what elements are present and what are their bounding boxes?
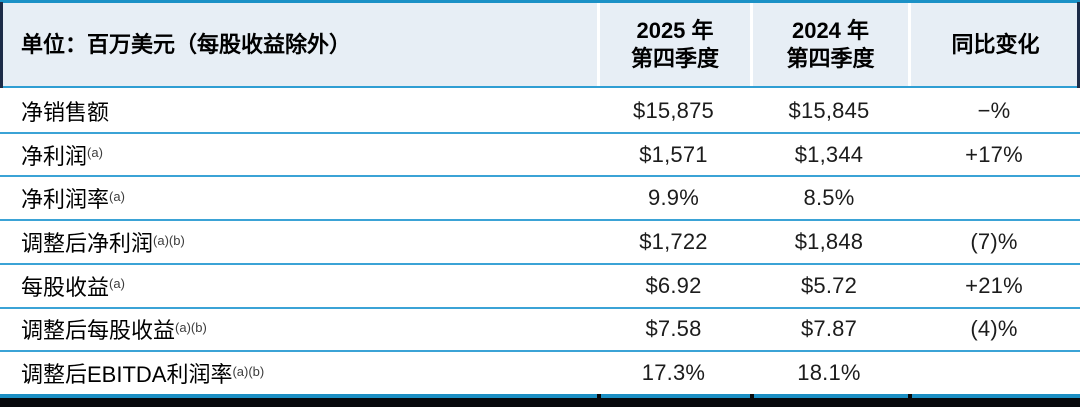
value-q4-2025: $1,722 xyxy=(639,229,708,255)
row-label: 净销售额 xyxy=(0,90,597,132)
footnote-marker: (a)(b) xyxy=(153,232,185,248)
bottom-rule-segment xyxy=(908,394,1080,398)
value-q4-2024: $1,344 xyxy=(794,141,864,167)
row-label-text: 每股收益 xyxy=(21,274,110,300)
column-header-q4-2025: 2025 年 第四季度 xyxy=(597,3,750,86)
table-row-net-income: 净利润 (a) $1,571 $1,344 +17% xyxy=(0,133,1080,178)
value-yoy-change: −% xyxy=(977,97,1011,123)
value-q4-2024: $7.87 xyxy=(800,316,858,342)
header-left-edge xyxy=(0,2,3,88)
q4-2025-line2: 第四季度 xyxy=(630,45,719,71)
column-header-q4-2024: 2024 年 第四季度 xyxy=(750,3,908,86)
value-q4-2024: $1,848 xyxy=(794,229,864,255)
q4-2025-line1: 2025 年 xyxy=(636,17,714,43)
row-label-text: 调整后每股收益 xyxy=(21,318,176,344)
table-header-row: 单位：百万美元（每股收益除外） 2025 年 第四季度 2024 年 第四季度 … xyxy=(0,3,1080,88)
row-label-text: 调整后净利润 xyxy=(21,231,154,257)
value-q4-2025: 17.3% xyxy=(641,360,706,386)
yoy-header-label: 同比变化 xyxy=(951,31,1040,57)
bottom-rule-segment xyxy=(0,394,597,398)
row-label: 调整后净利润 (a)(b) xyxy=(0,221,597,263)
unit-label-header: 单位：百万美元（每股收益除外） xyxy=(0,3,597,86)
value-q4-2024: 8.5% xyxy=(803,185,855,211)
row-label-text: 净利润率 xyxy=(21,187,110,213)
top-blue-rule xyxy=(0,0,1080,3)
value-yoy-change: +17% xyxy=(965,141,1023,167)
row-label: 调整后EBITDA利润率 (a)(b) xyxy=(0,352,597,394)
q4-2024-line1: 2024 年 xyxy=(791,17,870,43)
value-yoy-change: (4)% xyxy=(970,316,1018,342)
value-q4-2025: $15,875 xyxy=(633,97,714,123)
header-right-edge xyxy=(1077,2,1080,88)
unit-label: 单位：百万美元（每股收益除外） xyxy=(21,31,352,57)
column-header-yoy-change: 同比变化 xyxy=(908,3,1080,86)
value-q4-2024: 18.1% xyxy=(797,360,861,386)
value-q4-2025: 9.9% xyxy=(648,185,699,211)
bottom-rule-segment xyxy=(750,394,908,398)
row-label-text: 净销售额 xyxy=(21,99,110,125)
table-row-net-sales: 净销售额 $15,875 $15,845 −% xyxy=(0,90,1080,134)
row-label-text: 净利润 xyxy=(21,143,88,169)
value-q4-2025: $7.58 xyxy=(645,316,702,342)
row-label: 净利润率 (a) xyxy=(0,177,597,219)
footnote-marker: (a) xyxy=(109,188,125,204)
row-label: 净利润 (a) xyxy=(0,134,597,176)
footnote-marker: (a)(b) xyxy=(232,363,265,379)
q4-2024-line2: 第四季度 xyxy=(786,45,875,71)
value-q4-2024: $5.72 xyxy=(800,272,858,298)
value-q4-2025: $1,571 xyxy=(639,141,708,167)
table-bottom-bar xyxy=(0,394,1080,407)
row-label: 每股收益 (a) xyxy=(0,265,597,307)
bottom-rule-segment xyxy=(597,394,750,398)
table-body: 净销售额 $15,875 $15,845 −% 净利润 (a) $1,571 $1… xyxy=(0,90,1080,395)
table-row-adjusted-ebitda-margin: 调整后EBITDA利润率 (a)(b) 17.3% 18.1% xyxy=(0,352,1080,395)
value-q4-2025: $6.92 xyxy=(645,272,702,298)
row-label-text: 调整后EBITDA利润率 xyxy=(21,362,233,388)
table-row-adjusted-eps: 调整后每股收益 (a)(b) $7.58 $7.87 (4)% xyxy=(0,308,1080,353)
value-yoy-change: +21% xyxy=(965,272,1023,298)
table-row-adjusted-net-income: 调整后净利润 (a)(b) $1,722 $1,848 (7)% xyxy=(0,221,1080,265)
footnote-marker: (a) xyxy=(109,276,125,292)
footnote-marker: (a)(b) xyxy=(175,319,207,335)
value-yoy-change: (7)% xyxy=(970,229,1018,255)
footnote-marker: (a) xyxy=(87,145,103,161)
row-label: 调整后每股收益 (a)(b) xyxy=(0,309,597,351)
table-row-eps: 每股收益 (a) $6.92 $5.72 +21% xyxy=(0,264,1080,309)
value-yoy-change xyxy=(908,352,1080,394)
value-q4-2024: $15,845 xyxy=(788,97,870,123)
table-row-net-margin: 净利润率 (a) 9.9% 8.5% xyxy=(0,177,1080,222)
value-yoy-change xyxy=(908,177,1080,219)
